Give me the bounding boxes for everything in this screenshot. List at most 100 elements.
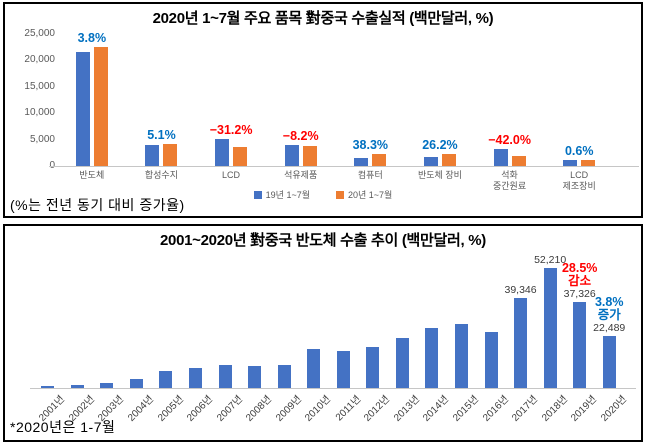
bar [248,366,262,388]
legend-item: 20년 1~7월 [336,188,392,201]
bar [189,368,203,388]
bar-group [475,34,545,166]
bar-slot [329,258,359,388]
x-axis-label: 2006년 [185,393,216,424]
bar [145,145,160,166]
bar [573,302,587,388]
bar [70,384,84,388]
x-axis-label: 2008년 [244,393,275,424]
bar-slot [358,258,388,388]
x-axis-label: 2015년 [451,393,482,424]
y-tick-label: 5,000 [29,133,55,145]
y-tick-label: 15,000 [24,80,55,92]
bar [159,370,173,388]
chart-title: 2020년 1~7월 주요 품목 對중국 수출실적 (백만달러, %) [152,10,494,27]
annotation: 3.8% 증가 22,489 [567,295,650,334]
bar-slot [269,258,299,388]
x-axis-label: 2012년 [362,393,393,424]
bar-slot [447,258,477,388]
bar-group [405,34,475,166]
bar [511,155,526,166]
x-axis-label: 2005년 [155,393,186,424]
legend-item: 19년 1~7월 [253,188,310,201]
pct-change-label: −42.0% [488,132,531,147]
x-axis-line [49,166,639,167]
bar [372,154,387,166]
bar [129,378,143,388]
bar [41,386,55,388]
bar [354,157,369,166]
x-axis-label: 2007년 [214,393,245,424]
bar-slot [388,258,418,388]
bar [395,338,409,388]
bar-group [57,34,127,166]
pct-change-label: 감소 [568,274,592,289]
bar [302,146,317,166]
pct-change-label: −31.2% [209,122,253,137]
pct-change-label: 3.8% [77,31,107,46]
bar-slot [506,258,536,388]
pct-change-label: 28.5% [561,260,598,275]
bar [93,47,108,166]
bar-slot [240,258,270,388]
x-axis-line [30,388,636,389]
bar [336,351,350,388]
bar-slot [299,258,329,388]
pct-change-label: 0.6% [564,144,594,159]
export-by-item-chart-panel: 2020년 1~7월 주요 품목 對중국 수출실적 (백만달러, %) 0 5,0… [3,2,643,218]
pct-change-label: 38.3% [352,138,389,153]
y-tick-label: 25,000 [24,28,55,39]
bar-group [196,34,266,166]
bar [233,147,248,166]
y-tick-label: 20,000 [24,54,55,66]
bar-group [544,34,614,166]
bar [100,382,114,388]
x-axis-label: 합성수지 [144,170,178,180]
bar [423,156,438,166]
x-axis-label: 석화 중간원료 [493,170,527,192]
bar-slot [181,258,211,388]
bar-slot [210,258,240,388]
bar [425,328,439,388]
x-axis-label: 2004년 [126,393,157,424]
x-axis-label: 석유제품 [284,170,318,180]
x-axis-label: 2010년 [303,393,334,424]
y-tick-label: 10,000 [24,107,55,119]
bar [454,323,468,388]
bar [366,347,380,388]
bar-slot [151,258,181,388]
legend: 19년 1~7월 20년 1~7월 [5,188,641,201]
bar-slot [594,258,624,388]
bar-slot [122,258,152,388]
bar [602,336,616,388]
x-axis-label: 반도체 [79,170,105,180]
bar-slot [63,258,93,388]
x-axis-label: LCD 제조장비 [562,170,596,192]
legend-label: 19년 1~7월 [265,190,310,200]
bar-group [266,34,336,166]
bar [218,365,232,388]
x-axis-label: 2019년 [569,393,600,424]
semiconductor-trend-chart-panel: 2001~2020년 對중국 반도체 수출 추이 (백만달러, %) 39,34… [3,224,643,442]
bar [514,297,528,388]
x-axis-label: 2014년 [421,393,452,424]
bar [163,144,178,166]
legend-swatch [336,190,344,199]
plot-area: 39,346 52,210 28.5% 감소 37,326 3.8% 증가 22,489 [33,254,625,388]
x-axis-label: 2016년 [480,393,511,424]
x-axis-label: 2013년 [391,393,422,424]
bar-slot [92,258,122,388]
bar [75,51,90,166]
x-axis-label: 2018년 [539,393,570,424]
pct-change-label: 3.8% [594,295,624,310]
pct-change-label: −8.2% [282,128,319,143]
legend-label: 20년 1~7월 [348,190,393,200]
x-axis-label: 2011년 [333,393,363,424]
bar-group [127,34,197,166]
bar-group [336,34,406,166]
bar [563,160,578,166]
x-axis-label: 2020년 [598,393,629,424]
bar-slot [535,258,565,388]
chart-footnote: *2020년은 1-7월 [10,419,116,435]
